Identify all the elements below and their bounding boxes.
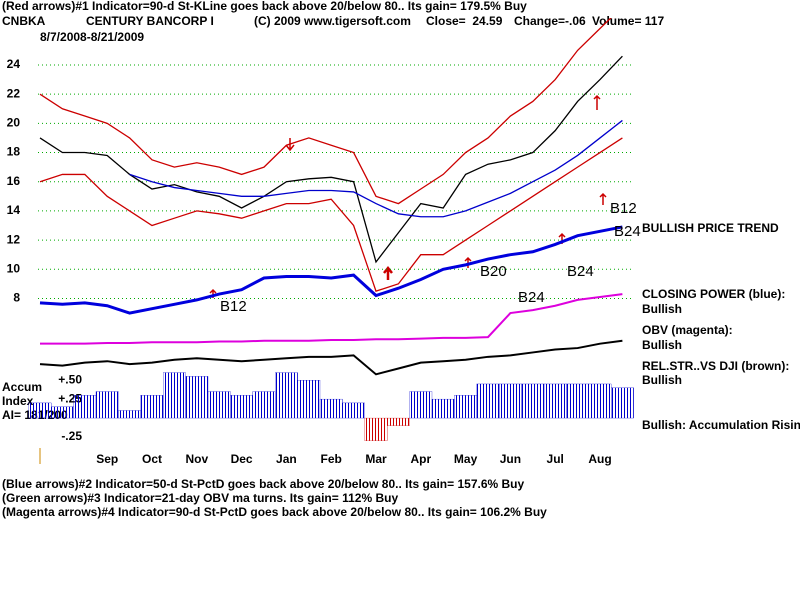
bar (431, 398, 455, 419)
x-tick-label: Jul (547, 452, 564, 466)
y-tick-label: 16 (7, 174, 21, 188)
y-tick-label: 10 (7, 261, 21, 275)
x-tick-label: Feb (321, 452, 342, 466)
series-line (39, 339, 623, 376)
status-label: Bullish (642, 338, 682, 352)
header-line: (Red arrows)#1 Indicator=90-d St-KLine g… (2, 0, 527, 13)
y-tick-label: 24 (7, 57, 21, 71)
footer-line: (Blue arrows)#2 Indicator=50-d St-PctD g… (2, 477, 525, 491)
x-tick-label: Jan (276, 452, 297, 466)
x-tick-label: Sep (96, 452, 118, 466)
bar (73, 395, 97, 419)
volume: Volume= 117 (592, 14, 664, 28)
bar (499, 383, 522, 419)
y-tick-label: 20 (7, 116, 21, 130)
y-tick-label: 8 (13, 291, 20, 305)
bar (588, 383, 612, 419)
bar (185, 376, 209, 419)
signal-label: B12 (610, 200, 637, 217)
bar (95, 391, 119, 419)
signal-label: B12 (220, 298, 247, 315)
signal-label: B24 (518, 289, 545, 306)
y-tick-label: -.25 (61, 429, 82, 443)
status-label: BULLISH PRICE TREND (642, 221, 779, 235)
y-tick-label: 18 (7, 145, 21, 159)
bar (140, 395, 164, 419)
bar (611, 387, 634, 419)
bar (118, 410, 141, 419)
bar (566, 383, 589, 419)
bar (51, 406, 74, 419)
bar (342, 402, 365, 419)
bar (387, 417, 410, 426)
series-line (129, 119, 623, 218)
x-tick-label: Apr (410, 452, 431, 466)
y-tick-label: 14 (7, 203, 21, 217)
bar (275, 372, 298, 419)
y-tick-label: 22 (7, 86, 21, 100)
series-line (39, 137, 623, 292)
company: CENTURY BANCORP I (86, 14, 214, 28)
x-tick-label: Mar (365, 452, 387, 466)
arrows (209, 94, 607, 298)
x-tick-label: Oct (142, 452, 162, 466)
legend-label: CLOSING POWER (blue): (642, 287, 785, 301)
bar (543, 383, 567, 419)
ticker: CNBKA (2, 14, 46, 28)
signal-label: B24 (567, 263, 594, 280)
signal-label: B20 (480, 263, 507, 280)
panel-label: Index (2, 394, 34, 408)
y-tick-label: 12 (7, 232, 21, 246)
status-label: Bullish (642, 302, 682, 316)
panel-label: Accum (2, 380, 42, 394)
signal-label: B24 (614, 223, 641, 240)
bar (476, 383, 500, 419)
bar (28, 402, 52, 419)
bar (319, 398, 343, 419)
series-line (39, 55, 623, 264)
y-tick-label: +.50 (58, 372, 82, 386)
series-line (39, 225, 623, 315)
footer-line: (Green arrows)#3 Indicator=21-day OBV ma… (2, 491, 398, 505)
series-line (40, 293, 623, 345)
legend-label: REL.STR..VS DJI (brown): (642, 359, 789, 373)
bar (207, 391, 231, 419)
close: Close= 24.59 (426, 14, 503, 28)
x-tick-label: May (454, 452, 478, 466)
bar (230, 395, 253, 419)
x-tick-label: Dec (231, 452, 253, 466)
date-range: 8/7/2008-8/21/2009 (40, 30, 144, 44)
x-tick-label: Aug (588, 452, 611, 466)
legend-label: OBV (magenta): (642, 323, 733, 337)
change: Change=-.06 (514, 14, 586, 28)
bar (163, 372, 186, 419)
bar (252, 391, 276, 419)
plot (39, 18, 623, 376)
bar (364, 417, 388, 441)
status-label: Bullish: Accumulation Rising (642, 418, 800, 432)
bar (297, 380, 321, 419)
status-label: Bullish (642, 373, 682, 387)
bar (454, 395, 477, 419)
x-tick-label: Nov (185, 452, 208, 466)
bar (521, 383, 545, 419)
footer-line: (Magenta arrows)#4 Indicator=90-d St-Pct… (2, 505, 547, 519)
series-line (39, 18, 612, 205)
bar (409, 391, 433, 419)
x-tick-label: Jun (500, 452, 521, 466)
copyright: (C) 2009 www.tigersoft.com (254, 14, 411, 28)
